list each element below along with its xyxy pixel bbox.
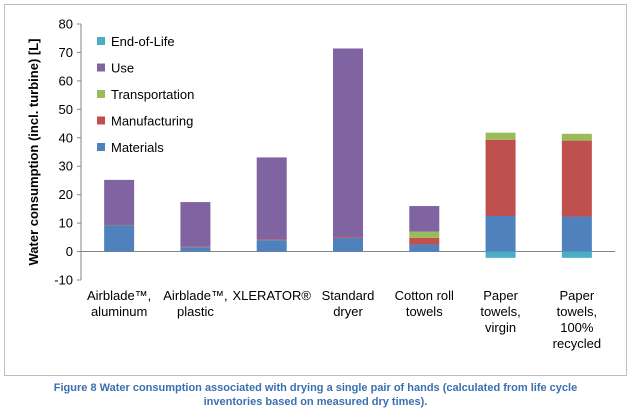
x-category-label: plastic <box>177 304 214 319</box>
bar-materials <box>256 240 287 252</box>
bar-materials <box>180 247 211 252</box>
y-tick-label: 40 <box>59 130 73 145</box>
x-category-label: towels <box>406 304 443 319</box>
bar-end-of-life <box>485 251 516 258</box>
y-tick-label: 50 <box>59 102 73 117</box>
y-axis-title: Water consumption (incl. turbine) [L] <box>26 38 41 265</box>
bar-use <box>409 206 440 232</box>
legend-swatch <box>97 63 105 72</box>
legend-label: Use <box>111 61 134 76</box>
x-category-label: Airblade™, <box>87 288 151 303</box>
bar-materials <box>485 216 516 252</box>
chart: -10 0 10 20 30 40 50 60 70 80 Water consumption (i… <box>26 17 615 351</box>
bar-use <box>104 179 135 225</box>
bar-transportation <box>561 133 592 141</box>
bar-manufacturing <box>409 237 440 245</box>
legend-label: Materials <box>111 140 164 155</box>
bar-manufacturing <box>180 246 211 248</box>
figure-caption: Figure 8 Water consumption associated wi… <box>0 381 631 409</box>
y-tick-label: -10 <box>54 273 73 288</box>
y-tick-label: 10 <box>59 216 73 231</box>
bar-use <box>256 157 287 240</box>
legend-swatch <box>97 143 105 151</box>
caption-line-2: inventories based on measured dry times)… <box>203 396 428 408</box>
bar-use <box>180 202 211 247</box>
y-tick-label: 60 <box>59 73 73 88</box>
bar-transportation <box>409 231 440 238</box>
bar-manufacturing <box>561 140 592 217</box>
y-tick-label: 70 <box>59 45 73 60</box>
x-category-label: Airblade™, <box>163 288 227 303</box>
legend-swatch <box>97 37 105 45</box>
bar-end-of-life <box>561 251 592 258</box>
x-category-label: Paper <box>483 288 518 303</box>
bar-manufacturing <box>256 239 287 241</box>
x-category-label: Standard <box>322 288 375 303</box>
x-category-label: virgin <box>485 320 516 335</box>
legend-label: Manufacturing <box>111 114 193 129</box>
bar-materials <box>561 216 592 252</box>
bar-transportation <box>485 132 516 140</box>
x-category-label: recycled <box>553 336 601 351</box>
y-tick-label: 30 <box>59 159 73 174</box>
x-category-label: dryer <box>333 304 363 319</box>
x-category-label: Cotton roll <box>395 288 454 303</box>
bar-use <box>333 48 363 238</box>
x-category-label: towels, <box>557 304 597 319</box>
y-tick-label: 80 <box>59 17 73 32</box>
bar-materials <box>409 244 440 252</box>
legend-label: End-of-Life <box>111 34 175 49</box>
x-category-label: XLERATOR® <box>232 288 311 303</box>
bar-materials <box>333 237 363 252</box>
bar-manufacturing <box>104 224 135 226</box>
x-category-label: 100% <box>560 320 594 335</box>
y-tick-label: 0 <box>66 244 73 259</box>
legend-swatch <box>97 90 105 98</box>
bar-manufacturing <box>485 139 516 216</box>
x-category-label: towels, <box>480 304 520 319</box>
legend-swatch <box>97 116 105 125</box>
bar-manufacturing <box>333 237 363 238</box>
x-category-label: Paper <box>560 288 595 303</box>
caption-line-1: Figure 8 Water consumption associated wi… <box>53 382 578 394</box>
y-tick-label: 20 <box>59 187 73 202</box>
bar-materials <box>104 225 135 252</box>
legend-label: Transportation <box>111 87 194 102</box>
x-category-label: aluminum <box>91 304 147 319</box>
